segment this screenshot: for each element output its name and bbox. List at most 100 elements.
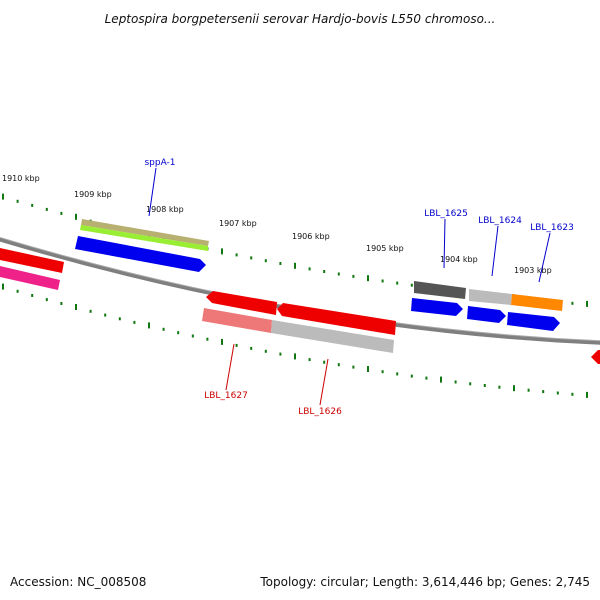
inner-tick [133, 320, 136, 324]
feature-blue-sppA[interactable] [75, 236, 206, 272]
scale-label-1906: 1906 kbp [292, 232, 330, 241]
inner-tick [571, 392, 574, 396]
inner-tick [381, 370, 384, 374]
feature-red-right-edge[interactable] [591, 350, 600, 364]
outer-tick [221, 248, 223, 255]
label-LBL_1623[interactable]: LBL_1623 [530, 223, 574, 233]
inner-tick [542, 390, 545, 394]
outer-tick [337, 272, 340, 276]
outer-tick [16, 199, 19, 203]
leader-LBL_1627 [225, 343, 235, 391]
inner-tick [294, 353, 296, 360]
scale-label-1907: 1907 kbp [219, 219, 257, 228]
feature-red-left[interactable] [0, 248, 64, 273]
outer-tick [75, 213, 77, 220]
outer-tick [586, 300, 588, 307]
inner-tick [235, 343, 238, 347]
accession-text: Accession: NC_008508 [10, 575, 146, 589]
outer-tick [367, 275, 369, 282]
inner-tick [177, 331, 180, 335]
inner-tick [118, 317, 121, 321]
inner-tick [104, 313, 107, 317]
feature-blue-1623[interactable] [507, 312, 560, 331]
feature-grey-1626[interactable] [271, 320, 394, 353]
outer-tick [279, 262, 282, 265]
feature-magenta-left[interactable] [0, 266, 60, 290]
inner-tick [148, 322, 150, 329]
leader-sppA-1 [148, 167, 157, 217]
inner-tick [162, 327, 165, 331]
leader-LBL_1624 [491, 225, 499, 277]
inner-tick [221, 338, 223, 345]
feature-dark-grey-1625[interactable] [414, 281, 466, 299]
label-LBL_1625[interactable]: LBL_1625 [424, 209, 468, 219]
feature-blue-1625[interactable] [411, 298, 463, 316]
scale-label-1909: 1909 kbp [74, 190, 112, 199]
inner-tick [323, 360, 326, 364]
label-LBL_1624[interactable]: LBL_1624 [478, 216, 522, 226]
inner-tick [454, 380, 457, 384]
topology-summary: Topology: circular; Length: 3,614,446 bp… [259, 575, 590, 589]
inner-tick [75, 304, 77, 310]
inner-tick [440, 376, 442, 383]
inner-tick [89, 309, 92, 313]
feature-red-1626[interactable] [277, 303, 396, 335]
label-LBL_1627[interactable]: LBL_1627 [204, 391, 248, 401]
inner-tick [250, 346, 253, 350]
inner-tick [586, 391, 588, 398]
inner-tick [469, 382, 472, 386]
inner-tick [2, 283, 4, 290]
feature-pink-1627[interactable] [202, 308, 272, 333]
inner-tick [60, 302, 63, 305]
feature-orange-1623[interactable] [511, 294, 563, 311]
outer-tick [323, 270, 326, 273]
outer-tick [352, 274, 355, 278]
inner-tick [279, 352, 282, 356]
feature-red-1627[interactable] [206, 291, 277, 315]
reverse-features [202, 291, 600, 364]
scale-label-1910: 1910 kbp [2, 174, 40, 183]
forward-features [0, 219, 563, 331]
leader-LBL_1626 [319, 358, 329, 406]
inner-tick [337, 363, 340, 367]
inner-tick [264, 349, 267, 353]
feature-green[interactable] [80, 225, 208, 251]
label-sppA-1[interactable]: sppA-1 [144, 158, 175, 168]
inner-tick [396, 372, 399, 376]
inner-tick [16, 289, 19, 293]
leader-LBL_1623 [538, 232, 551, 283]
feature-olive[interactable] [81, 219, 209, 246]
inner-tick [498, 385, 501, 389]
feature-blue-1624[interactable] [467, 306, 506, 323]
gene-labels: sppA-1 LBL_1625 LBL_1624 LBL_1623 LBL_16… [144, 158, 573, 417]
inner-tick [191, 334, 194, 338]
inner-tick [352, 365, 355, 369]
inner-tick [367, 366, 369, 372]
inner-tick [45, 298, 48, 302]
map-title: Leptospira borgpetersenii serovar Hardjo… [105, 12, 496, 26]
outer-tick [381, 279, 384, 283]
label-LBL_1626[interactable]: LBL_1626 [298, 407, 342, 417]
label-leaders [148, 167, 551, 406]
outer-tick [294, 262, 296, 269]
inner-tick [425, 376, 428, 380]
outer-tick [396, 281, 399, 285]
inner-tick [206, 337, 209, 341]
scale-label-1904: 1904 kbp [440, 255, 478, 264]
scale-labels: 1910 kbp 1909 kbp 1908 kbp 1907 kbp 1906… [2, 174, 552, 275]
outer-tick [264, 259, 267, 263]
leader-LBL_1625 [443, 218, 446, 269]
inner-tick [513, 385, 515, 392]
outer-tick [45, 207, 48, 211]
inner-tick [483, 384, 486, 387]
feature-light-grey-1624[interactable] [469, 289, 512, 305]
inner-tick [410, 374, 413, 378]
scale-label-1908: 1908 kbp [146, 205, 184, 214]
outer-tick [31, 203, 34, 207]
scale-ticks-inner [2, 283, 588, 398]
outer-tick [235, 253, 238, 257]
outer-tick [250, 256, 253, 260]
inner-tick [31, 294, 34, 297]
inner-tick [556, 391, 559, 395]
